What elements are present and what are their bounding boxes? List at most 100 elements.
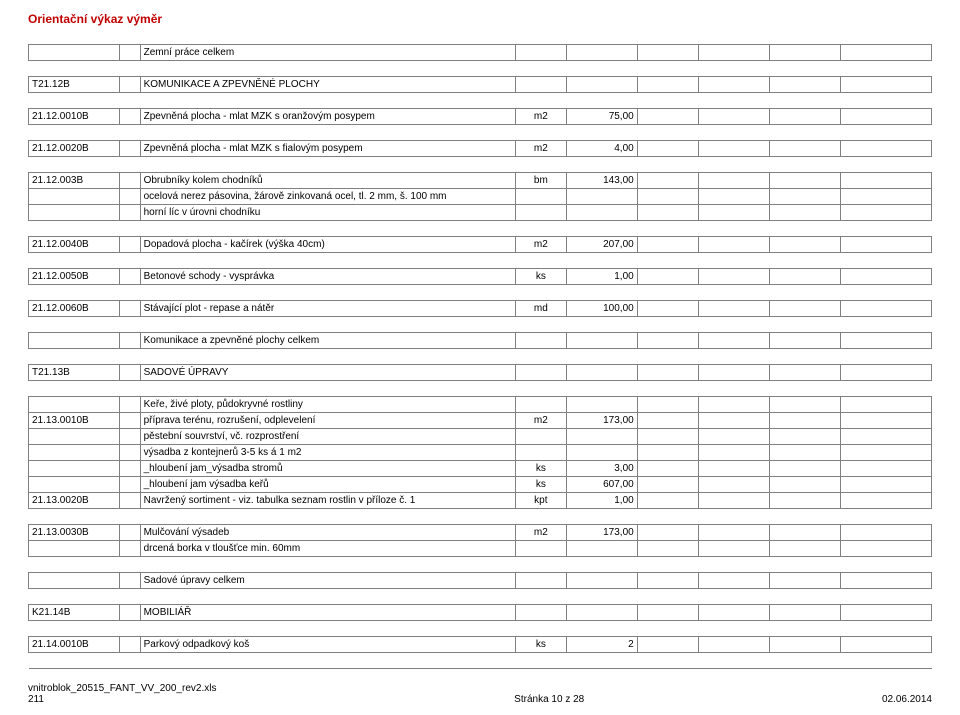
table-cell — [120, 397, 140, 413]
table-cell — [140, 381, 515, 397]
table-cell — [698, 605, 769, 621]
quantity-cell: 207,00 — [566, 237, 637, 253]
table-cell — [120, 77, 140, 93]
table-cell — [769, 589, 840, 605]
description-cell: Zpevněná plocha - mlat MZK s fialovým po… — [140, 141, 515, 157]
table-row: pěstební souvrství, vč. rozprostření — [29, 429, 932, 445]
table-cell — [637, 525, 698, 541]
table-cell — [840, 525, 931, 541]
table-cell — [637, 205, 698, 221]
table-cell — [769, 61, 840, 77]
table-cell — [637, 349, 698, 365]
page: Orientační výkaz výměr Zemní práce celke… — [0, 0, 960, 677]
table-cell — [769, 653, 840, 669]
table-cell — [769, 621, 840, 637]
table-cell — [840, 141, 931, 157]
table-cell — [120, 477, 140, 493]
code-cell — [29, 45, 120, 61]
quantity-cell — [566, 365, 637, 381]
table-cell — [120, 429, 140, 445]
table-row: _hloubení jam_výsadba stromůks3,00 — [29, 461, 932, 477]
description-cell: Keře, živé ploty, půdokryvné rostliny — [140, 397, 515, 413]
table-cell — [769, 285, 840, 301]
table-row — [29, 349, 932, 365]
table-cell — [698, 93, 769, 109]
table-cell — [637, 253, 698, 269]
table-cell — [120, 653, 140, 669]
unit-cell — [515, 541, 566, 557]
unit-cell: bm — [515, 173, 566, 189]
code-cell: T21.13B — [29, 365, 120, 381]
quantity-cell: 75,00 — [566, 109, 637, 125]
code-cell: K21.14B — [29, 605, 120, 621]
table-cell — [698, 525, 769, 541]
table-row: 21.12.0020B Zpevněná plocha - mlat MZK s … — [29, 141, 932, 157]
table-cell — [120, 237, 140, 253]
unit-cell: md — [515, 301, 566, 317]
code-cell — [29, 461, 120, 477]
quantity-cell — [566, 45, 637, 61]
table-row: 21.13.0020BNavržený sortiment - viz. tab… — [29, 493, 932, 509]
table-cell — [120, 413, 140, 429]
code-cell: 21.13.0030B — [29, 525, 120, 541]
unit-cell — [515, 365, 566, 381]
table-row — [29, 93, 932, 109]
description-cell: Stávající plot - repase a nátěr — [140, 301, 515, 317]
table-cell — [769, 333, 840, 349]
table-cell — [840, 557, 931, 573]
unit-cell — [515, 45, 566, 61]
table-cell — [637, 93, 698, 109]
table-cell — [566, 557, 637, 573]
table-row: 21.13.0030BMulčování výsadebm2173,00 — [29, 525, 932, 541]
table-cell — [29, 317, 120, 333]
table-cell — [140, 61, 515, 77]
unit-cell — [515, 397, 566, 413]
table-cell — [698, 189, 769, 205]
table-cell — [566, 221, 637, 237]
table-cell — [698, 381, 769, 397]
table-cell — [769, 77, 840, 93]
table-cell — [140, 253, 515, 269]
description-cell: _hloubení jam výsadba keřů — [140, 477, 515, 493]
code-cell — [29, 397, 120, 413]
table-cell — [698, 589, 769, 605]
description-cell: ocelová nerez pásovina, žárově zinkovaná… — [140, 189, 515, 205]
code-cell — [29, 445, 120, 461]
table-cell — [29, 557, 120, 573]
code-cell: 21.12.0020B — [29, 141, 120, 157]
description-cell: _hloubení jam_výsadba stromů — [140, 461, 515, 477]
unit-cell: ks — [515, 477, 566, 493]
table-cell — [566, 621, 637, 637]
table-cell — [637, 445, 698, 461]
table-cell — [566, 93, 637, 109]
table-cell — [515, 157, 566, 173]
table-cell — [140, 589, 515, 605]
code-cell — [29, 189, 120, 205]
quantity-cell: 2 — [566, 637, 637, 653]
table-cell — [769, 189, 840, 205]
table-cell — [769, 221, 840, 237]
table-cell — [637, 141, 698, 157]
table-row — [29, 61, 932, 77]
table-cell — [840, 445, 931, 461]
table-cell — [637, 381, 698, 397]
table-row: ocelová nerez pásovina, žárově zinkovaná… — [29, 189, 932, 205]
table-cell — [698, 349, 769, 365]
table-cell — [515, 509, 566, 525]
table-cell — [840, 269, 931, 285]
table-row: _hloubení jam výsadba keřůks607,00 — [29, 477, 932, 493]
table-cell — [840, 413, 931, 429]
table-cell — [29, 509, 120, 525]
table-cell — [769, 429, 840, 445]
code-cell: 21.12.0010B — [29, 109, 120, 125]
table-cell — [29, 61, 120, 77]
description-cell: Zemní práce celkem — [140, 45, 515, 61]
table-cell — [698, 205, 769, 221]
table-cell — [698, 109, 769, 125]
unit-cell — [515, 205, 566, 221]
table-cell — [566, 653, 637, 669]
table-cell — [120, 93, 140, 109]
quantity-cell — [566, 573, 637, 589]
table-cell — [637, 413, 698, 429]
table-cell — [515, 253, 566, 269]
